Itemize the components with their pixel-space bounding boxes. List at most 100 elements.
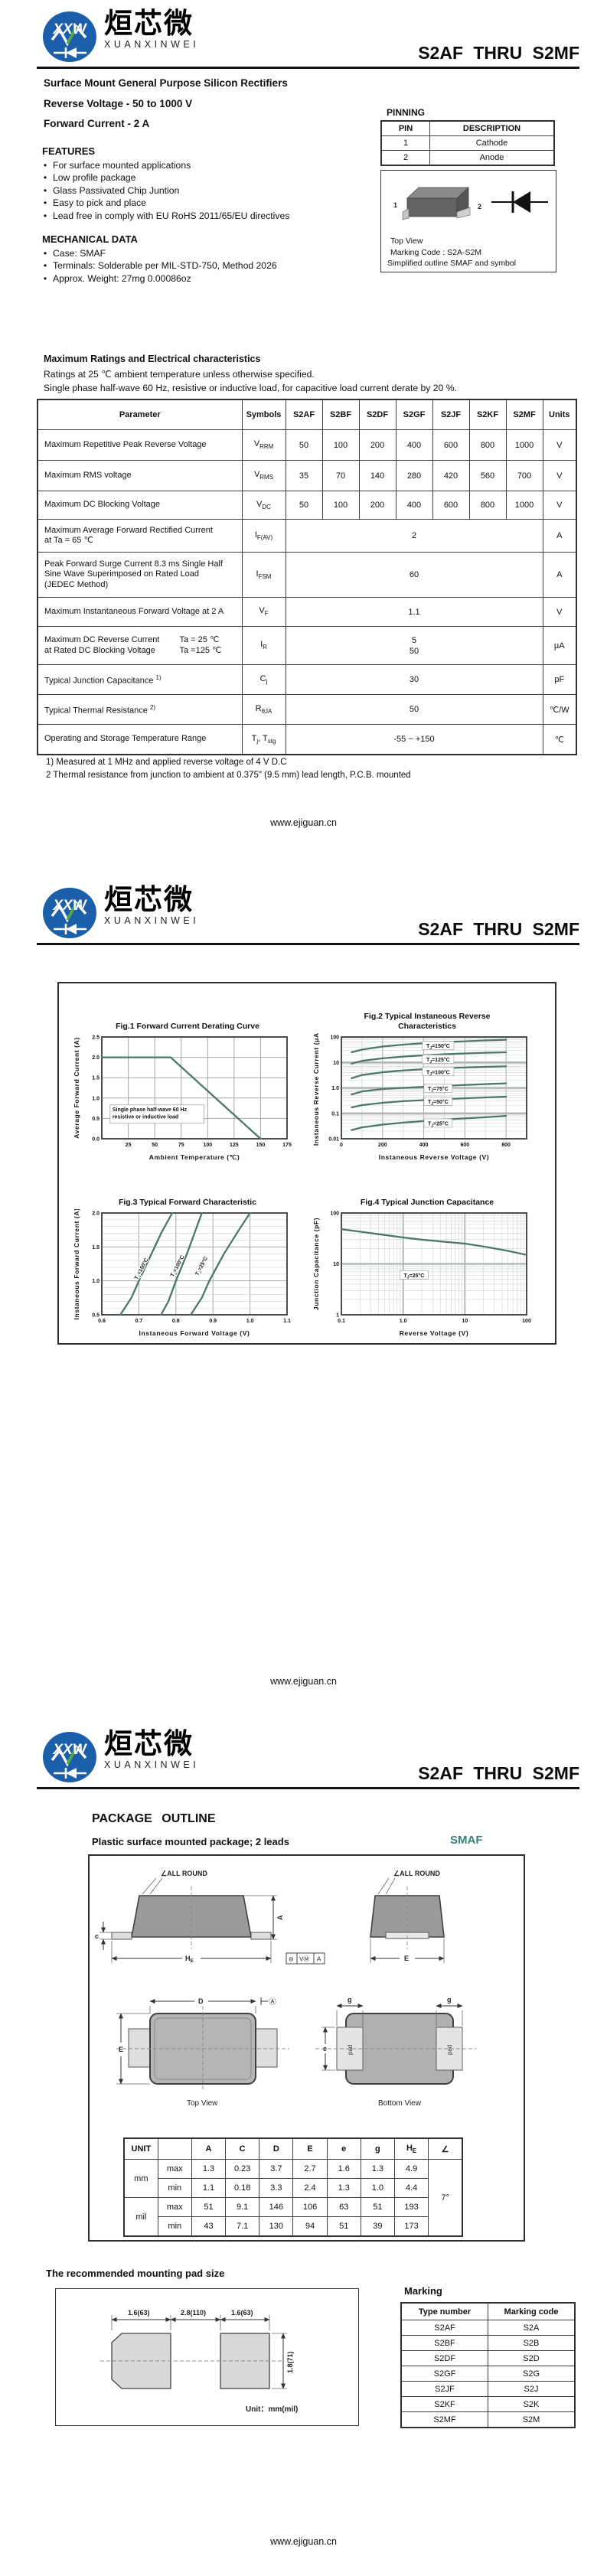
dim-value: 63 xyxy=(326,2197,361,2217)
page1-footer-url[interactable]: www.ejiguan.cn xyxy=(270,817,337,828)
svg-text:800: 800 xyxy=(501,1143,511,1148)
bottom-view-caption: Bottom View xyxy=(378,2099,422,2108)
package-outline-heading: PACKAGE OUTLINE xyxy=(92,1812,216,1825)
dim-col-header: UNIT xyxy=(123,2137,158,2160)
marking-row: S2KF S2K xyxy=(400,2396,576,2412)
fig1-plot: 25 50 75 100 125 150 175 0.0 0.5 1.0 1.5 2.0 2.5 Ambi… xyxy=(73,1035,292,1162)
package-caption-marking-code: Marking Code : S2A-S2M xyxy=(390,248,482,257)
svg-text:100: 100 xyxy=(522,1319,531,1324)
ratings-parameter: Peak Forward Surge Current 8.3 ms Single… xyxy=(37,552,243,598)
svg-text:100: 100 xyxy=(330,1211,339,1217)
ratings-value: 50 xyxy=(285,491,323,520)
datum-cell-2: VⓂ xyxy=(299,1956,309,1963)
ratings-symbol: Tj, Tstg xyxy=(241,724,286,755)
ratings-unit: ℃/W xyxy=(542,694,577,725)
logo-monogram: XXW xyxy=(52,898,87,914)
ratings-col-header: S2AF xyxy=(285,399,323,430)
ratings-note-1: Ratings at 25 ℃ ambient temperature unle… xyxy=(44,369,315,380)
brand-logo: XXW 烜芯微 XUANXINWEI xyxy=(42,885,199,941)
pin-number: 1 xyxy=(380,135,430,151)
ratings-row: Maximum Repetitive Peak Reverse Voltage V… xyxy=(37,429,577,461)
svg-text:175: 175 xyxy=(282,1143,292,1148)
ratings-value: 400 xyxy=(395,491,433,520)
fig4-plot: 0.1 1.0 10 100 100 10 1 Reverse Voltage (V) Junc… xyxy=(312,1211,531,1338)
dim-value: 1.1 xyxy=(191,2178,227,2198)
dim-col-header: g xyxy=(360,2137,396,2160)
dim-row: mm max 1.3 0.23 3.7 2.7 1.6 1.3 4.9 7° xyxy=(123,2159,463,2237)
page1-header: XXW 烜芯微 XUANXINWEI S2AF THRU S2MF xyxy=(37,8,579,69)
svg-text:Junction Capacitance (pF): Junction Capacitance (pF) xyxy=(312,1218,320,1310)
fig2-title: Fig.2 Typical Instaneous Reverse Characte… xyxy=(364,1011,491,1031)
ratings-symbol: VF xyxy=(241,597,286,627)
pad-unit-note: Unit：mm(mil) xyxy=(246,2405,298,2414)
svg-text:150: 150 xyxy=(256,1143,266,1148)
ratings-value-span: 50 xyxy=(285,694,543,725)
fig4-title: Fig.4 Typical Junction Capacitance xyxy=(360,1197,494,1207)
ratings-value: 1000 xyxy=(505,429,543,461)
logo-monogram: XXW xyxy=(52,21,87,37)
pin-description: Cathode xyxy=(429,135,555,151)
ratings-value-span: -55 ~ +150 xyxy=(285,724,543,755)
svg-text:TJ=25°C: TJ=25°C xyxy=(403,1273,424,1280)
bullet-item: • Approx. Weight: 27mg 0.00086oz xyxy=(43,272,191,284)
bullet-item: • For surface mounted applications xyxy=(43,160,191,171)
ratings-value: 600 xyxy=(432,429,470,461)
ratings-heading: Maximum Ratings and Electrical character… xyxy=(44,354,261,364)
brand-logo-icon: XXW xyxy=(43,1732,96,1782)
ratings-parameter: Operating and Storage Temperature Range xyxy=(37,724,243,755)
svg-text:50: 50 xyxy=(152,1143,158,1148)
svg-text:125: 125 xyxy=(230,1143,239,1148)
logo-chinese-name: 烜芯微 xyxy=(104,8,194,39)
dim-value: 0.18 xyxy=(225,2178,260,2198)
marking-row: S2MF S2M xyxy=(400,2411,576,2428)
svg-text:1.0: 1.0 xyxy=(400,1319,407,1324)
svg-text:Instaneous Forward Current (A): Instaneous Forward Current (A) xyxy=(73,1209,80,1319)
ratings-symbol: IF(AV) xyxy=(241,519,286,553)
pinning-heading: PINNING xyxy=(387,107,426,118)
dim-value: 1.3 xyxy=(191,2159,227,2179)
dim-value: 2.4 xyxy=(292,2178,328,2198)
ratings-symbol: VRRM xyxy=(241,429,286,461)
mechanical-list: • Case: SMAF • Terminals: Solderable per MI… xyxy=(42,247,371,285)
dim-value: 1.0 xyxy=(360,2178,396,2198)
dim-col-header: ∠ xyxy=(428,2137,463,2160)
dim-value: 173 xyxy=(393,2216,429,2237)
svg-text:0.9: 0.9 xyxy=(209,1319,217,1324)
svg-text:TJ=100°C: TJ=100°C xyxy=(426,1069,450,1077)
ratings-row: Typical Thermal Resistance 2) RθJA 50 ℃/W xyxy=(37,694,577,725)
mounting-pad-drawing: 1.6(63) 2.8(110) 1.6(63) 1.8(71) Unit：mm… xyxy=(100,2309,298,2414)
ratings-symbol: IFSM xyxy=(241,552,286,598)
svg-text:10: 10 xyxy=(333,1061,339,1066)
dim-value: 193 xyxy=(393,2197,429,2217)
svg-text:Single phase half-wave 60 Hz: Single phase half-wave 60 Hz xyxy=(113,1107,188,1113)
package-3d-and-symbol: 1 2 xyxy=(393,187,548,220)
ratings-row: Peak Forward Surge Current 8.3 ms Single… xyxy=(37,552,577,598)
ratings-parameter: Maximum DC Blocking Voltage xyxy=(37,491,243,520)
dim-value: 3.7 xyxy=(259,2159,294,2179)
page2-footer-url[interactable]: www.ejiguan.cn xyxy=(270,1676,337,1687)
pin-row: 1 Cathode xyxy=(380,135,555,151)
ratings-unit: A xyxy=(542,552,577,598)
svg-text:Average Forward Current (A): Average Forward Current (A) xyxy=(73,1037,80,1139)
bullet-item: • Lead free in comply with EU RoHS 2011/6… xyxy=(43,210,290,221)
dim-unit: mil xyxy=(123,2197,158,2237)
dim-col-header xyxy=(157,2137,192,2160)
ratings-col-header: S2JF xyxy=(432,399,470,430)
package-pin2-label: 2 xyxy=(478,203,481,210)
svg-text:0.6: 0.6 xyxy=(98,1319,106,1324)
ratings-symbol: IR xyxy=(241,626,286,665)
svg-text:1.1: 1.1 xyxy=(283,1319,291,1324)
svg-text:0.01: 0.01 xyxy=(328,1137,339,1143)
ratings-value: 280 xyxy=(395,460,433,491)
dim-value: 0.23 xyxy=(225,2159,260,2179)
svg-text:2.0: 2.0 xyxy=(92,1211,100,1217)
ratings-value: 420 xyxy=(432,460,470,491)
ratings-col-header: S2DF xyxy=(358,399,397,430)
page3-footer-url[interactable]: www.ejiguan.cn xyxy=(270,2536,337,2547)
ratings-value: 100 xyxy=(321,491,360,520)
svg-text:75: 75 xyxy=(178,1143,184,1148)
marking-heading: Marking xyxy=(404,2285,442,2297)
outline-views-drawing: ∠ALL ROUND c A HE ⊖ VⓂ A ∠ALL ROUND xyxy=(95,1870,476,2108)
svg-text:1: 1 xyxy=(336,1313,339,1319)
svg-text:Instaneous Forward Voltage (V): Instaneous Forward Voltage (V) xyxy=(139,1329,250,1337)
